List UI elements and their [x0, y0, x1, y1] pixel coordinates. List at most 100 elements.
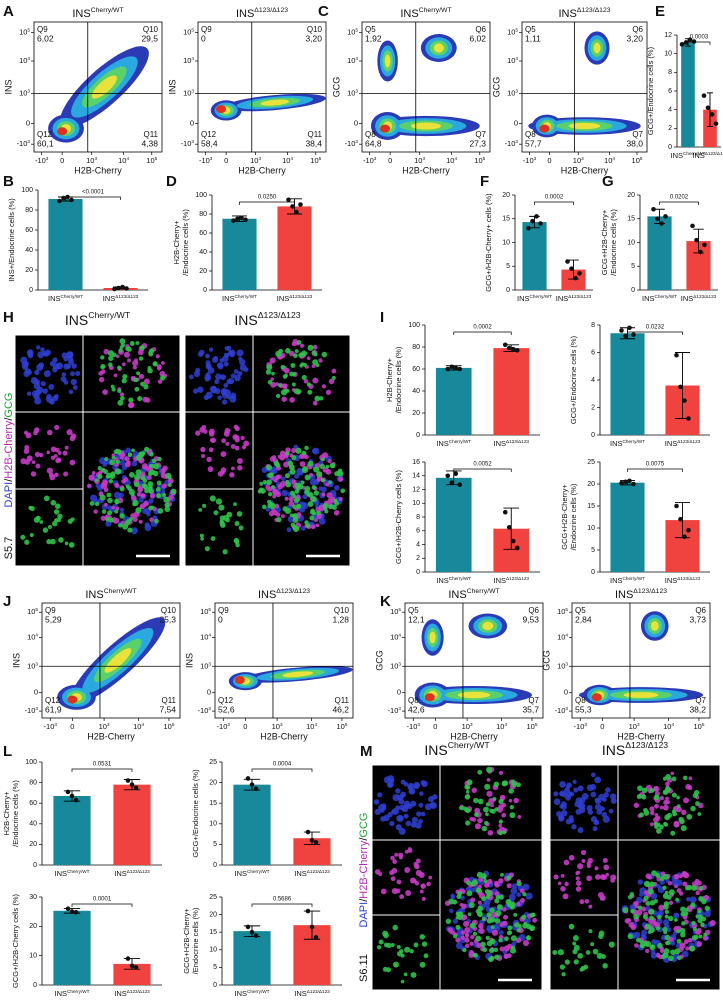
plot-title: INSΔ123/Δ123	[558, 7, 610, 20]
cell	[257, 489, 262, 494]
cell	[662, 926, 668, 933]
cell	[281, 489, 288, 497]
cell	[34, 451, 41, 458]
x-tick-label: 104	[118, 156, 129, 165]
cell	[340, 488, 346, 494]
cell	[602, 857, 608, 863]
cell	[603, 864, 610, 871]
data-point	[290, 204, 295, 209]
data-point	[627, 478, 632, 484]
cell	[266, 479, 272, 486]
category-label: INSΔ123/Δ123	[114, 989, 150, 998]
stain-part: /	[3, 478, 15, 482]
cell	[603, 792, 609, 798]
cell	[318, 486, 323, 491]
data-point	[253, 933, 259, 939]
cell	[98, 376, 105, 383]
y-tick-label: -103	[198, 706, 212, 715]
cell	[390, 855, 395, 861]
y-tick-label-base: 10	[390, 661, 398, 670]
data-point	[231, 218, 236, 223]
plot-title-sup: Δ123/Δ123	[254, 7, 288, 14]
cell	[564, 959, 570, 965]
cell	[459, 902, 464, 907]
density-contour	[568, 122, 601, 130]
cell	[477, 817, 483, 824]
cell	[69, 459, 76, 466]
cell	[605, 872, 610, 877]
cell	[310, 524, 316, 530]
cell	[136, 492, 141, 497]
cell	[645, 873, 652, 879]
y-tick-label: 15	[502, 216, 510, 223]
cell	[135, 469, 142, 476]
cell	[221, 438, 227, 444]
x-tick-label-base: 10	[306, 722, 314, 731]
cell	[53, 509, 60, 515]
cell	[207, 367, 215, 374]
cell	[573, 944, 580, 951]
y-tick-label-sup: 5	[191, 27, 194, 32]
y-tick-label: 40	[199, 249, 207, 256]
image-title-base: INS	[424, 742, 447, 758]
cell	[225, 441, 230, 446]
cell	[293, 353, 298, 359]
cell	[66, 429, 73, 436]
x-tick-label-sup: 3	[470, 722, 473, 727]
cell	[702, 935, 709, 941]
bar	[610, 482, 645, 572]
y-tick-label-base: 10	[507, 27, 515, 36]
cell	[164, 502, 170, 508]
cell	[473, 952, 479, 958]
x-tick-label-base: -10	[574, 722, 585, 731]
cell	[391, 887, 398, 895]
x-tick-label: 103	[99, 722, 110, 731]
cell	[290, 522, 296, 528]
cell	[465, 820, 471, 826]
cell	[659, 824, 664, 830]
plot-title-base: INS	[258, 589, 276, 601]
quadrant-value: 3,20	[626, 33, 643, 43]
y-tick-label: -103	[555, 706, 569, 715]
y-tick-label: 103	[19, 88, 30, 97]
category-label-sup: Δ123/Δ123	[677, 439, 700, 444]
cell	[122, 523, 129, 530]
y-axis-label: GCG+H2B-Cherry+	[560, 484, 569, 550]
plot-title-sup: Δ123/Δ123	[276, 588, 310, 595]
category-label-sup: Cherry/WT	[67, 989, 90, 994]
cell	[289, 468, 296, 475]
cell	[147, 471, 153, 476]
data-point	[69, 197, 74, 203]
data-point	[506, 345, 512, 351]
cell	[291, 455, 297, 461]
cell	[109, 459, 116, 466]
cell	[649, 900, 656, 906]
cell	[111, 352, 117, 358]
category-label-base: INS	[692, 151, 705, 160]
cell	[56, 457, 62, 463]
cell	[110, 384, 115, 389]
cell	[99, 494, 106, 501]
quadrant-value: 6,02	[469, 33, 486, 43]
category-label: INSCherry/WT	[235, 869, 270, 878]
y-tick-label: 105	[19, 27, 30, 36]
quadrant-value: 1,28	[332, 614, 349, 624]
cell	[301, 450, 307, 456]
data-point	[678, 516, 683, 522]
cell	[400, 791, 407, 798]
panel-letter: M	[360, 743, 373, 760]
cell	[229, 395, 237, 403]
cell	[236, 349, 244, 357]
cell	[127, 527, 133, 533]
cell	[50, 455, 56, 461]
data-point	[623, 479, 628, 485]
cell	[665, 799, 670, 805]
cell	[590, 942, 595, 947]
cell	[311, 364, 316, 368]
cell	[486, 766, 493, 773]
y-tick-label-base: -10	[345, 139, 356, 148]
cell	[498, 930, 504, 936]
cell	[36, 363, 44, 371]
quadrant-name: Q9	[37, 25, 48, 34]
cell	[156, 480, 162, 486]
